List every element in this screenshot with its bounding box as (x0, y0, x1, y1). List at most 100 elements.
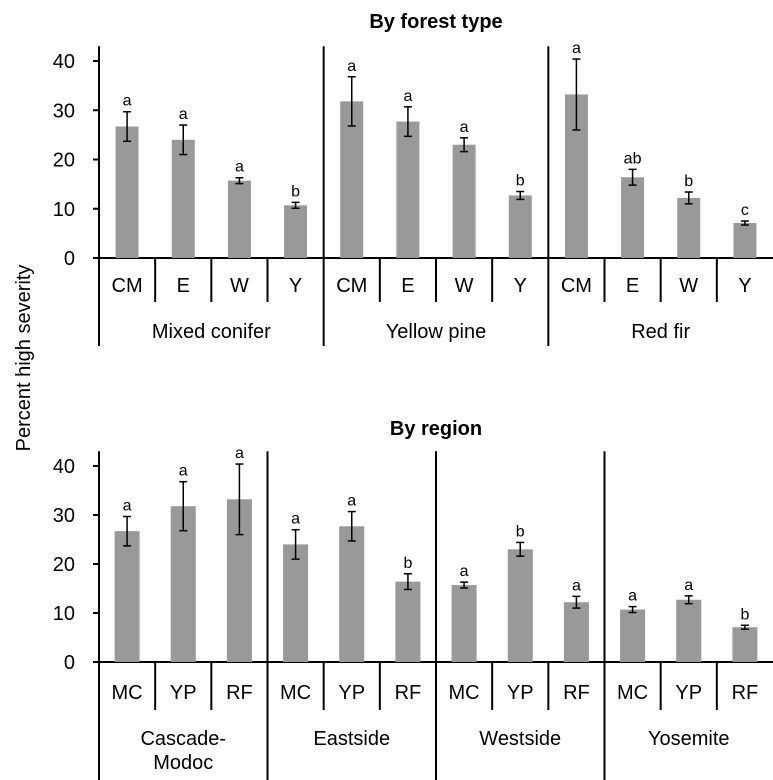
bar (620, 609, 646, 662)
category-label: RF (732, 682, 759, 704)
y-tick-label: 40 (53, 51, 75, 73)
category-label: W (230, 275, 249, 297)
bar (115, 126, 139, 258)
panel-by-region: By region 0 10 20 30 40 a MC a YP a RF Cascade-Modoc… (53, 418, 773, 780)
y-tick-label: 0 (64, 248, 75, 270)
significance-letter: a (347, 58, 356, 75)
category-label: E (626, 275, 639, 297)
category-label: CM (336, 275, 367, 297)
bar (284, 205, 308, 258)
category-label: W (455, 275, 474, 297)
panel-by-forest-type: By forest type 0 10 20 30 40 a CM a Ea Wb Y Mixed co… (53, 11, 773, 346)
significance-letter: a (235, 159, 244, 176)
bar (451, 585, 477, 662)
category-label: RF (395, 682, 422, 704)
group-label: Yellow pine (386, 321, 486, 343)
significance-letter: a (123, 93, 132, 110)
bar (283, 544, 309, 662)
y-axis-label: Percent high severity (13, 265, 35, 452)
category-label: MC (617, 682, 648, 704)
category-label: MC (280, 682, 311, 704)
significance-letter: b (684, 173, 693, 190)
bar (171, 139, 195, 258)
group-label: Cascade-Modoc (140, 728, 226, 774)
y-tick-label: 40 (53, 456, 75, 478)
bar (563, 602, 589, 662)
bar (395, 581, 421, 662)
bar (733, 223, 757, 258)
bar (227, 180, 251, 258)
bar (677, 197, 701, 258)
chart-title: By region (390, 418, 482, 440)
bar (340, 101, 364, 258)
y-tick-label: 30 (53, 505, 75, 527)
y-tick-label: 20 (53, 554, 75, 576)
category-label: YP (675, 682, 702, 704)
bar (508, 195, 532, 258)
significance-letter: a (235, 445, 244, 462)
significance-letter: a (123, 497, 132, 514)
category-label: RF (226, 682, 253, 704)
group-label-line: Eastside (313, 728, 390, 750)
bar (114, 531, 140, 662)
category-label: YP (338, 682, 365, 704)
significance-letter: a (684, 577, 693, 594)
category-label: MC (112, 682, 143, 704)
bar (396, 121, 420, 258)
bar (452, 144, 476, 258)
significance-letter: b (516, 173, 525, 190)
group-label-line: Westside (479, 728, 561, 750)
significance-letter: c (741, 202, 749, 219)
bar (676, 599, 702, 662)
category-label: YP (170, 682, 197, 704)
significance-letter: a (460, 563, 469, 580)
significance-letter: a (460, 119, 469, 136)
category-label: Y (289, 275, 302, 297)
group-label-line: Red fir (631, 321, 690, 343)
category-label: E (401, 275, 414, 297)
significance-letter: b (740, 606, 749, 623)
bar (621, 177, 645, 258)
bar (170, 506, 196, 662)
significance-letter: a (403, 88, 412, 105)
significance-letter: b (291, 183, 300, 200)
significance-letter: a (291, 511, 300, 528)
significance-letter: a (572, 40, 581, 57)
significance-letter: ab (624, 150, 642, 167)
group-label-line: Yellow pine (386, 321, 486, 343)
significance-letter: a (572, 577, 581, 594)
bar (339, 526, 365, 662)
category-label: W (679, 275, 698, 297)
significance-letter: a (179, 463, 188, 480)
group-label-line: Yosemite (648, 728, 730, 750)
category-label: YP (507, 682, 534, 704)
category-label: Y (738, 275, 751, 297)
category-label: CM (112, 275, 143, 297)
category-label: RF (563, 682, 590, 704)
group-label: Eastside (313, 728, 390, 750)
significance-letter: a (179, 106, 188, 123)
category-label: Y (514, 275, 527, 297)
y-tick-label: 0 (64, 652, 75, 674)
group-label-line: Cascade- (140, 728, 226, 750)
bar (507, 549, 533, 662)
group-label: Westside (479, 728, 561, 750)
group-label: Yosemite (648, 728, 730, 750)
category-label: E (177, 275, 190, 297)
significance-letter: b (516, 523, 525, 540)
category-label: CM (561, 275, 592, 297)
y-tick-label: 20 (53, 150, 75, 172)
category-label: MC (449, 682, 480, 704)
chart-title: By forest type (369, 11, 502, 33)
group-label: Red fir (631, 321, 690, 343)
group-label-line: Modoc (153, 752, 213, 774)
group-label: Mixed conifer (152, 321, 271, 343)
y-tick-label: 10 (53, 199, 75, 221)
significance-letter: a (628, 588, 637, 605)
y-tick-label: 10 (53, 603, 75, 625)
y-tick-label: 30 (53, 100, 75, 122)
group-label-line: Mixed conifer (152, 321, 271, 343)
significance-letter: a (347, 493, 356, 510)
significance-letter: b (403, 555, 412, 572)
